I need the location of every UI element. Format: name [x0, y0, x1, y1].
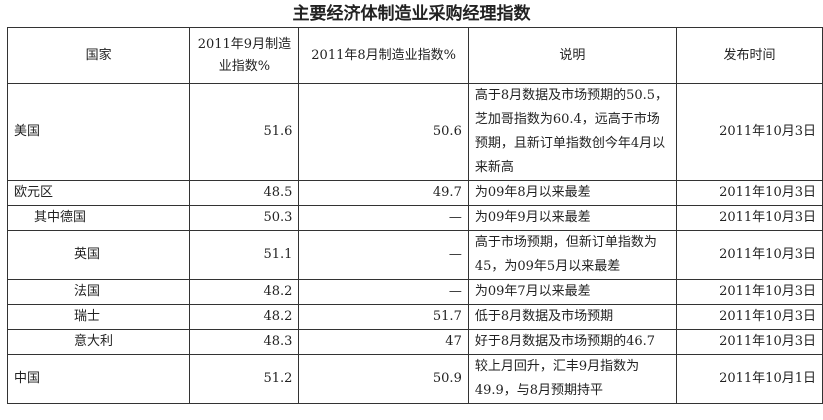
table-row: 欧元区 48.5 49.7 为09年8月以来最差 2011年10月3日: [6, 180, 823, 206]
table-row: 法国 48.2— 为09年7月以来最差 2011年10月3日: [6, 279, 823, 305]
aug-index-cell: —: [298, 230, 469, 280]
aug-index-cell: 49.7: [298, 180, 469, 206]
header-note: 说明: [467, 27, 677, 84]
date-cell: 2011年10月3日: [675, 279, 823, 305]
sep-index-cell: 51.6: [189, 83, 300, 181]
sep-index-cell: 48.3: [189, 329, 300, 355]
header-row: 国家 2011年9月制造业指数% 2011年8月制造业指数% 说明 发布时间: [6, 27, 823, 84]
table-row: 其中德国 50.3— 为09年9月以来最差 2011年10月3日: [6, 205, 823, 231]
aug-index-cell: 47: [298, 329, 469, 355]
date-cell: 2011年10月3日: [675, 230, 823, 280]
aug-index-cell: 50.6: [298, 83, 469, 181]
aug-index-cell: 50.9: [298, 354, 469, 404]
header-sep-index: 2011年9月制造业指数%: [189, 27, 300, 84]
country-cell: 中国: [6, 354, 191, 404]
note-cell: 高于8月数据及市场预期的50.5，芝加哥指数为60.4，远高于市场预期，且新订单…: [467, 83, 677, 181]
note-cell: 较上月回升，汇丰9月指数为49.9，与8月预期持平: [467, 354, 677, 404]
sep-index-cell: 51.2: [189, 354, 300, 404]
note-cell: 高于市场预期，但新订单指数为45，为09年5月以来最差: [467, 230, 677, 280]
note-cell: 为09年8月以来最差: [467, 180, 677, 206]
country-cell: 意大利: [6, 329, 191, 355]
header-date: 发布时间: [675, 27, 823, 84]
note-cell: 为09年9月以来最差: [467, 205, 677, 231]
sep-index-cell: 50.3: [189, 205, 300, 231]
country-cell: 瑞士: [6, 304, 191, 330]
country-cell: 英国: [6, 230, 191, 280]
note-cell: 好于8月数据及市场预期的46.7: [467, 329, 677, 355]
date-cell: 2011年10月3日: [675, 83, 823, 181]
note-cell: 低于8月数据及市场预期: [467, 304, 677, 330]
pmi-table: 国家 2011年9月制造业指数% 2011年8月制造业指数% 说明 发布时间 美…: [6, 27, 823, 404]
country-cell: 欧元区: [6, 180, 191, 206]
table-row: 意大利 48.3 47 好于8月数据及市场预期的46.7 2011年10月3日: [6, 329, 823, 355]
country-cell: 法国: [6, 279, 191, 305]
sep-index-cell: 48.2: [189, 279, 300, 305]
sep-index-cell: 51.1: [189, 230, 300, 280]
header-country: 国家: [6, 27, 191, 84]
date-cell: 2011年10月3日: [675, 329, 823, 355]
table-row: 英国 51.1— 高于市场预期，但新订单指数为45，为09年5月以来最差 2011年1…: [6, 230, 823, 280]
aug-index-cell: —: [298, 279, 469, 305]
country-cell: 其中德国: [6, 205, 191, 231]
date-cell: 2011年10月3日: [675, 304, 823, 330]
aug-index-cell: 51.7: [298, 304, 469, 330]
date-cell: 2011年10月3日: [675, 205, 823, 231]
table-title: 主要经济体制造业采购经理指数: [292, 4, 531, 24]
date-cell: 2011年10月1日: [675, 354, 823, 404]
aug-index-cell: —: [298, 205, 469, 231]
sep-index-cell: 48.2: [189, 304, 300, 330]
table-row: 中国 51.2 50.9 较上月回升，汇丰9月指数为49.9，与8月预期持平 2011年…: [6, 354, 823, 404]
country-cell: 美国: [6, 83, 191, 181]
note-cell: 为09年7月以来最差: [467, 279, 677, 305]
header-aug-index: 2011年8月制造业指数%: [298, 27, 469, 84]
sep-index-cell: 48.5: [189, 180, 300, 206]
table-row: 瑞士 48.2 51.7 低于8月数据及市场预期 2011年10月3日: [6, 304, 823, 330]
table-row: 美国 51.6 50.6 高于8月数据及市场预期的50.5，芝加哥指数为60.4，远高…: [6, 83, 823, 181]
date-cell: 2011年10月3日: [675, 180, 823, 206]
